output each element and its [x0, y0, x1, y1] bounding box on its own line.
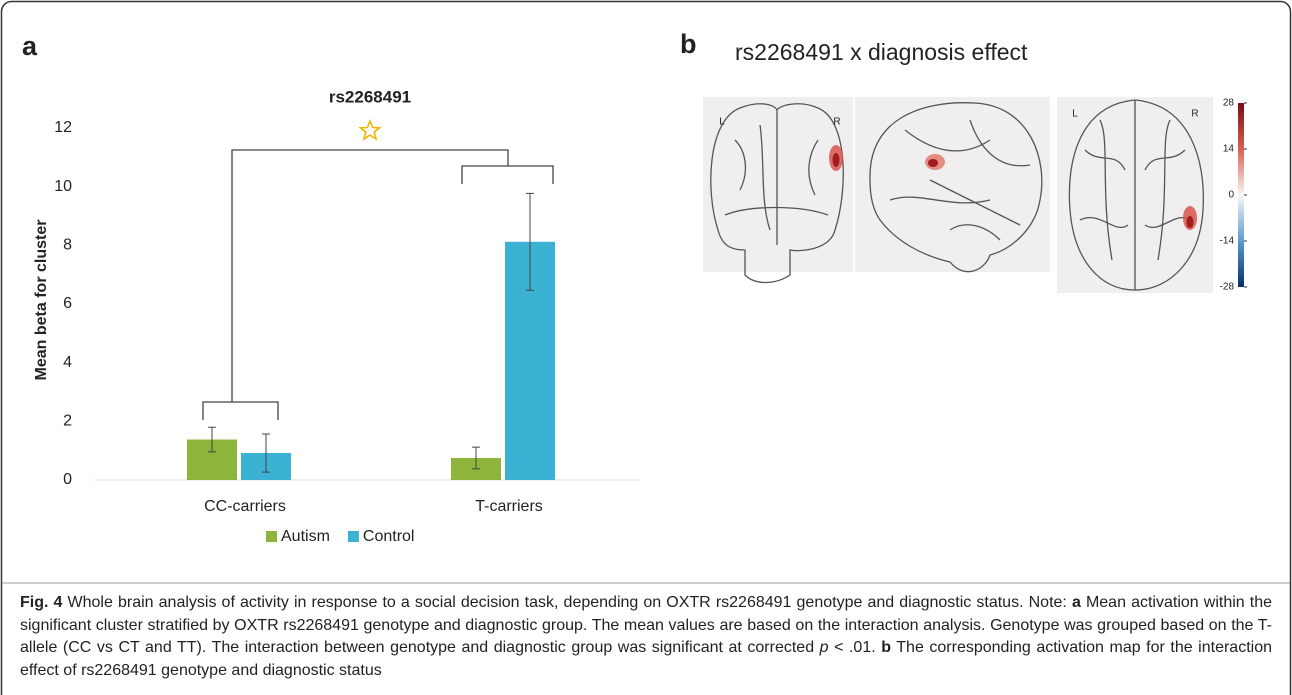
colorbar: [1238, 103, 1244, 287]
panel-label: b: [680, 29, 697, 59]
legend-label: Control: [363, 528, 415, 545]
y-tick-label: 10: [54, 178, 72, 195]
significance-brackets: [203, 150, 553, 420]
significance-star: [361, 121, 380, 139]
y-tick-label: 8: [63, 237, 72, 254]
y-tick-label: 2: [63, 413, 72, 430]
panel-label: a: [22, 31, 38, 61]
colorbar-tick-label: 14: [1223, 144, 1235, 155]
caption-run: Fig. 4: [20, 594, 62, 611]
caption-run: Whole brain analysis of activity in resp…: [62, 594, 1072, 611]
caption: Fig. 4 Whole brain analysis of activity …: [20, 592, 1272, 682]
chart: a rs2268491 Mean beta for cluster b rs22…: [0, 0, 1292, 695]
legend-label: Autism: [281, 528, 330, 545]
colorbar-tick-label: -28: [1220, 282, 1235, 293]
colorbar-tick-label: 28: [1223, 98, 1235, 109]
brain-label: R: [833, 117, 840, 128]
brain-label: R: [1191, 109, 1198, 120]
chart-title: rs2268491: [329, 87, 411, 106]
y-tick-label: 12: [54, 119, 72, 136]
colorbar-tick-label: -14: [1220, 236, 1235, 247]
y-tick-label: 4: [63, 354, 72, 371]
caption-run: a: [1072, 594, 1081, 611]
legend-swatch: [348, 531, 359, 542]
brain-label: L: [1072, 109, 1078, 120]
caption-run: < .01.: [829, 639, 882, 656]
panel-title: rs2268491 x diagnosis effect: [735, 39, 1028, 65]
brain-views: [703, 97, 1213, 293]
brain-label: L: [719, 117, 725, 128]
caption-run: b: [881, 639, 891, 656]
y-tick-label: 0: [63, 471, 72, 488]
y-tick-label: 6: [63, 295, 72, 312]
y-axis-label: Mean beta for cluster: [33, 220, 50, 381]
colorbar-tick-label: 0: [1228, 190, 1234, 201]
figure: a rs2268491 Mean beta for cluster b rs22…: [0, 0, 1292, 695]
legend-swatch: [266, 531, 277, 542]
caption-run: p: [820, 639, 829, 656]
x-tick-label: CC-carriers: [204, 498, 286, 515]
x-tick-label: T-carriers: [475, 498, 543, 515]
